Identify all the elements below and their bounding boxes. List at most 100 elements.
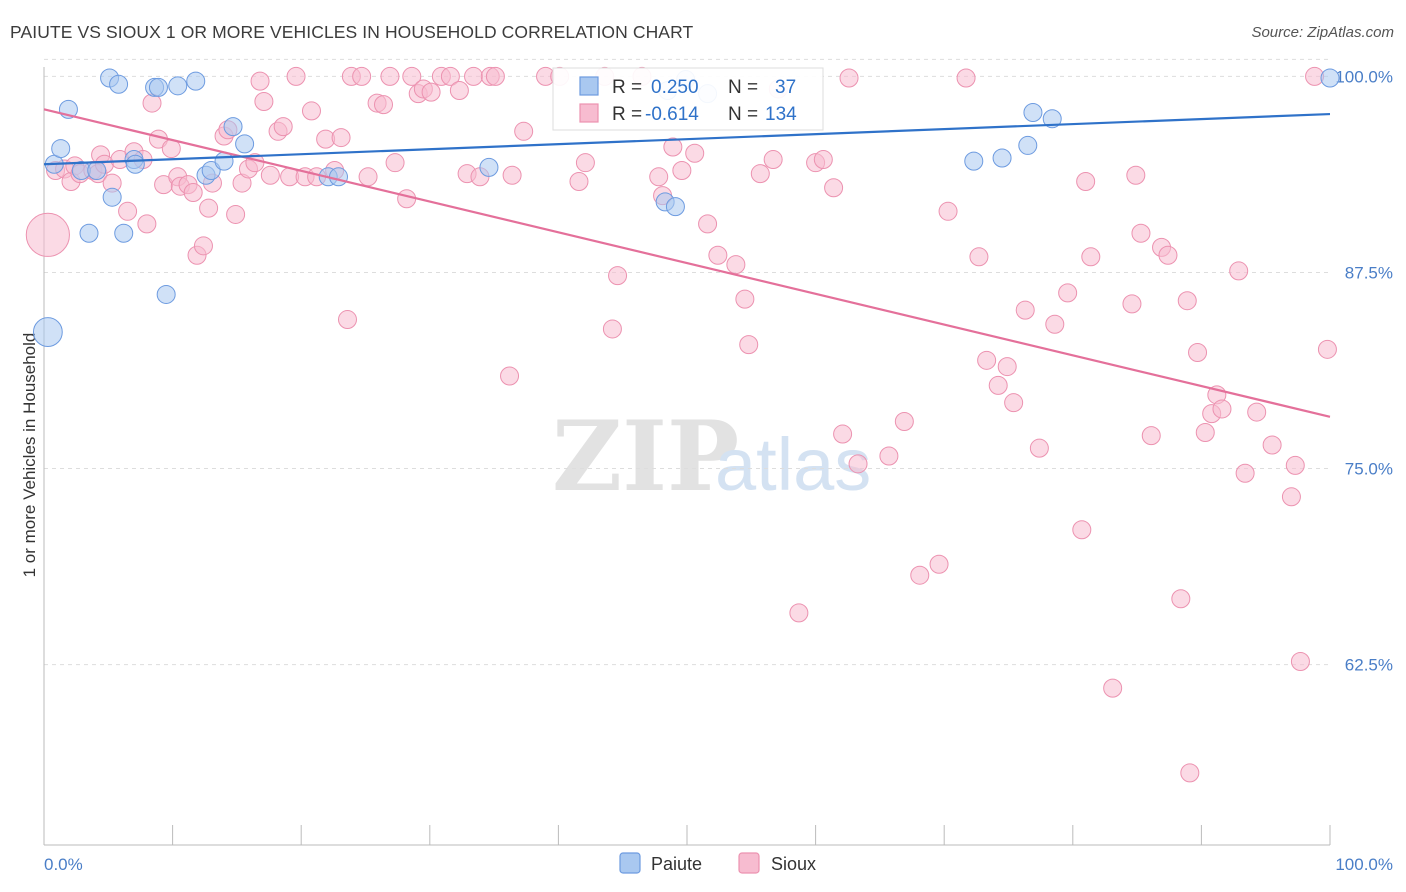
watermark-zip: ZIP [552, 400, 739, 513]
sioux-point [1126, 165, 1146, 185]
sioux-point [1317, 339, 1337, 359]
paiute-point [201, 161, 221, 181]
sioux-n-value: 134 [765, 104, 797, 125]
paiute-point [125, 154, 145, 174]
y-tick-label: 75.0% [1345, 460, 1393, 479]
sioux-point [1081, 247, 1101, 267]
sioux-point [183, 182, 203, 202]
sioux-point [385, 153, 405, 173]
sioux-point [254, 92, 274, 112]
sioux-point [833, 424, 853, 444]
y-tick-label: 100.0% [1335, 67, 1393, 86]
sioux-r-value: -0.614 [645, 104, 699, 125]
sioux-point [1262, 435, 1282, 455]
sioux-point [137, 214, 157, 234]
sioux-point [735, 289, 755, 309]
sioux-point [938, 201, 958, 221]
sioux-point [1177, 291, 1197, 311]
sioux-point [1290, 651, 1310, 671]
x-tick-label: 100.0% [1335, 855, 1393, 874]
sioux-point [1029, 438, 1049, 458]
sioux-point [374, 95, 394, 115]
paiute-legend-swatch [579, 76, 599, 96]
sioux-point [1195, 422, 1215, 442]
paiute-point [665, 197, 685, 217]
sioux-point [331, 128, 351, 148]
paiute-point [1023, 102, 1043, 122]
sioux-point [449, 81, 469, 101]
sioux-n-label: N = [728, 104, 758, 125]
sioux-point [380, 66, 400, 86]
paiute-point [1320, 68, 1340, 88]
sioux-point [397, 189, 417, 209]
sioux-point [358, 167, 378, 187]
sioux-point [977, 350, 997, 370]
sioux-point [1247, 402, 1267, 422]
stats-legend: R = 0.250 N = 37 R = -0.614 N = 134 [552, 67, 824, 131]
sioux-point [193, 236, 213, 256]
sioux-series [25, 66, 1337, 783]
sioux-point [969, 247, 989, 267]
sioux-point [260, 165, 280, 185]
chart-title: PAIUTE VS SIOUX 1 OR MORE VEHICLES IN HO… [10, 22, 694, 42]
sioux-point [575, 153, 595, 173]
sioux-point [1103, 678, 1123, 698]
paiute-point [156, 284, 176, 304]
paiute-point [79, 223, 99, 243]
sioux-point [569, 172, 589, 192]
paiute-point [223, 117, 243, 137]
sioux-point [1045, 314, 1065, 334]
y-tick-labels: 62.5% 75.0% 87.5% 100.0% [1335, 67, 1393, 674]
sioux-point [118, 201, 138, 221]
sioux-point [1015, 300, 1035, 320]
sioux-point [894, 411, 914, 431]
sioux-point [839, 68, 859, 88]
y-axis-label: 1 or more Vehicles in Household [20, 333, 39, 578]
sioux-point [750, 164, 770, 184]
sioux-point [1171, 589, 1191, 609]
sioux-point [464, 66, 484, 86]
paiute-trend-line [43, 112, 1331, 166]
sioux-point [1180, 763, 1200, 783]
paiute-point [168, 76, 188, 96]
sioux-point [988, 375, 1008, 395]
y-tick-label: 62.5% [1345, 656, 1393, 675]
sioux-point [789, 603, 809, 623]
sioux-point [739, 335, 759, 355]
sioux-point [708, 245, 728, 265]
sioux-point [440, 66, 460, 86]
sioux-point [608, 266, 628, 286]
sioux-legend-label: Sioux [771, 854, 816, 874]
paiute-r-label: R = [612, 77, 642, 98]
series-legend: Paiute Sioux [619, 852, 816, 874]
sioux-point [1076, 172, 1096, 192]
paiute-point [1018, 135, 1038, 155]
paiute-point [992, 148, 1012, 168]
sioux-point [649, 167, 669, 187]
trend-lines [43, 108, 1331, 418]
sioux-bottom-swatch [738, 852, 760, 874]
sioux-point [685, 143, 705, 163]
sioux-point [514, 121, 534, 141]
paiute-point [328, 167, 348, 187]
paiute-point [51, 139, 71, 159]
sioux-point [485, 66, 505, 86]
sioux-point [1235, 463, 1255, 483]
sioux-point [1141, 426, 1161, 446]
paiute-n-value: 37 [775, 77, 796, 98]
sioux-point [824, 178, 844, 198]
paiute-point [964, 151, 984, 171]
paiute-point [109, 74, 129, 94]
paiute-r-value: 0.250 [651, 77, 699, 98]
sioux-r-label: R = [612, 104, 642, 125]
sioux-point [226, 204, 246, 224]
sioux-point [602, 319, 622, 339]
sioux-point [726, 255, 746, 275]
sioux-point [250, 71, 270, 91]
sioux-point [1285, 455, 1305, 475]
sioux-point [500, 366, 520, 386]
axes [43, 67, 1331, 846]
sioux-point [848, 454, 868, 474]
sioux-point [286, 66, 306, 86]
